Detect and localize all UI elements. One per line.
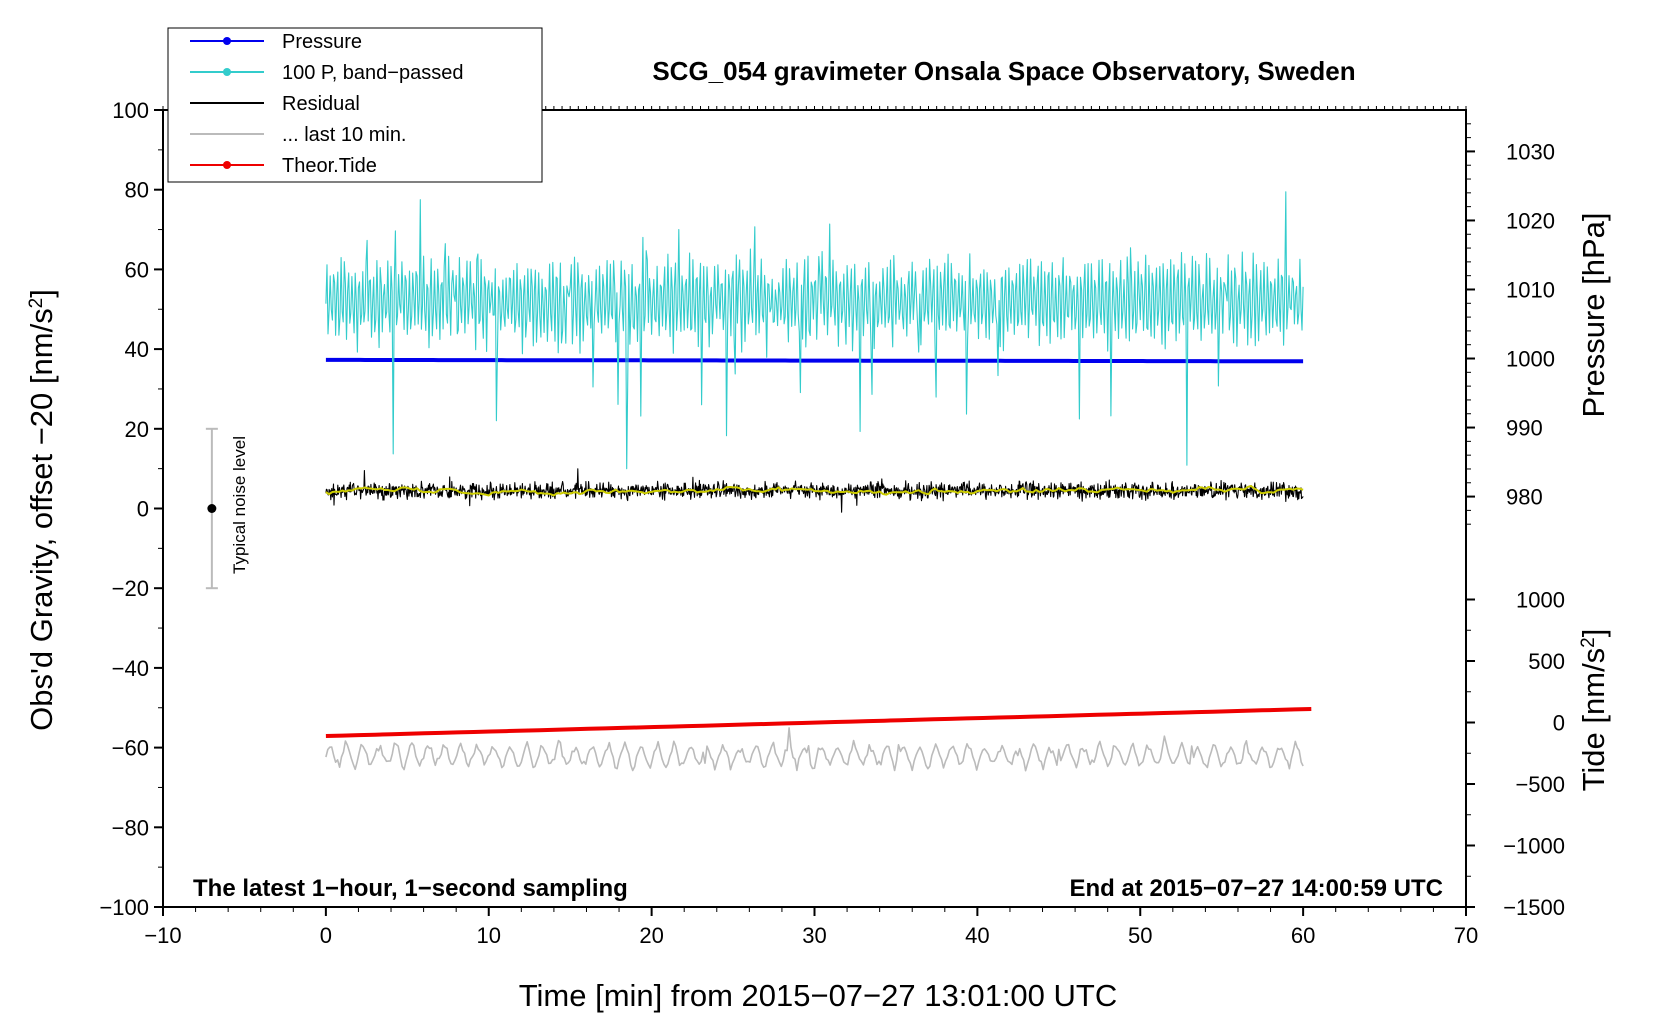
series-100-p-band-passed [325, 191, 1304, 470]
y2-tick-label: 1010 [1506, 277, 1555, 302]
y2-tick-label: 1030 [1506, 139, 1555, 164]
y-tick-label: 20 [125, 417, 149, 442]
x-tick-label: 50 [1128, 923, 1152, 948]
y-tick-label: 80 [125, 178, 149, 203]
x-tick-label: −10 [144, 923, 181, 948]
y2-tick-label: 1020 [1506, 208, 1555, 233]
y3-tick-label: −500 [1515, 772, 1565, 797]
legend-marker [223, 37, 231, 45]
legend-label: Pressure [282, 31, 362, 53]
y-tick-label: −40 [112, 656, 149, 681]
y-tick-label: −60 [112, 736, 149, 761]
y2-tick-label: 990 [1506, 416, 1543, 441]
y-axis-label: Obs'd Gravity, offset −20 [nm/s2] [24, 289, 59, 731]
y3-tick-label: 500 [1528, 649, 1565, 674]
legend-label: Residual [282, 93, 360, 115]
x-tick-label: 20 [639, 923, 663, 948]
y-tick-label: −100 [99, 895, 149, 920]
x-tick-label: 60 [1291, 923, 1315, 948]
series-residual [325, 468, 1304, 513]
chart-title: SCG_054 gravimeter Onsala Space Observat… [652, 56, 1355, 86]
x-tick-label: 10 [477, 923, 501, 948]
legend-label: ... last 10 min. [282, 124, 407, 146]
series-residual-smoothed [325, 485, 1304, 497]
plot-frame [162, 109, 1467, 908]
y-axis-label-main: Obs'd Gravity, offset −20 [nm/s [24, 308, 59, 731]
y3-axis-label: Tide [nm/s2] [1576, 629, 1611, 792]
x-tick-label: 40 [965, 923, 989, 948]
series-last-10-min [325, 727, 1304, 772]
y2-tick-label: 1000 [1506, 347, 1555, 372]
series-pressure [325, 357, 1304, 364]
x-tick-label: 30 [802, 923, 826, 948]
y2-axis-label: Pressure [hPa] [1576, 212, 1611, 417]
legend-label: 100 P, band−passed [282, 62, 463, 84]
y3-tick-label: 0 [1553, 711, 1565, 736]
y-tick-label: 60 [125, 257, 149, 282]
y-axis-label-sup: 2 [26, 298, 47, 309]
y3-tick-label: 1000 [1516, 588, 1565, 613]
y3-tick-label: −1500 [1503, 895, 1565, 920]
y-axis-label-end: ] [24, 289, 59, 298]
series-theor-tide [325, 707, 1312, 738]
y-tick-label: 0 [137, 497, 149, 522]
noise-bar-center [207, 504, 217, 513]
y-tick-label: 40 [125, 337, 149, 362]
noise-level-label: Typical noise level [230, 436, 249, 574]
y-tick-label: −20 [112, 576, 149, 601]
x-axis-label: Time [min] from 2015−07−27 13:01:00 UTC [519, 978, 1118, 1013]
y2-tick-label: 980 [1506, 485, 1543, 510]
y3-axis-label-sup: 2 [1578, 637, 1599, 648]
data-layer [325, 191, 1312, 772]
x-tick-label: 0 [320, 923, 332, 948]
legend: Pressure 100 P, band−passed Residual ... la… [167, 27, 543, 183]
y3-tick-label: −1000 [1503, 834, 1565, 859]
noise-level-indicator: Typical noise level [205, 427, 249, 590]
y3-axis-label-end: ] [1576, 629, 1611, 638]
x-tick-label: 70 [1454, 923, 1478, 948]
legend-marker [223, 68, 231, 76]
y-tick-label: 100 [112, 98, 149, 123]
legend-label: Theor.Tide [282, 155, 377, 177]
y3-axis-label-main: Tide [nm/s [1576, 648, 1611, 792]
y-tick-label: −80 [112, 815, 149, 840]
axes-layer: −10 0 10 20 30 40 50 60 70−100−80−60−40−20020406… [99, 98, 1565, 948]
annotation-bottom-right: End at 2015−07−27 14:00:59 UTC [1069, 875, 1443, 902]
legend-box [167, 27, 543, 183]
annotation-bottom-left: The latest 1−hour, 1−second sampling [193, 875, 628, 902]
legend-marker [223, 161, 231, 169]
